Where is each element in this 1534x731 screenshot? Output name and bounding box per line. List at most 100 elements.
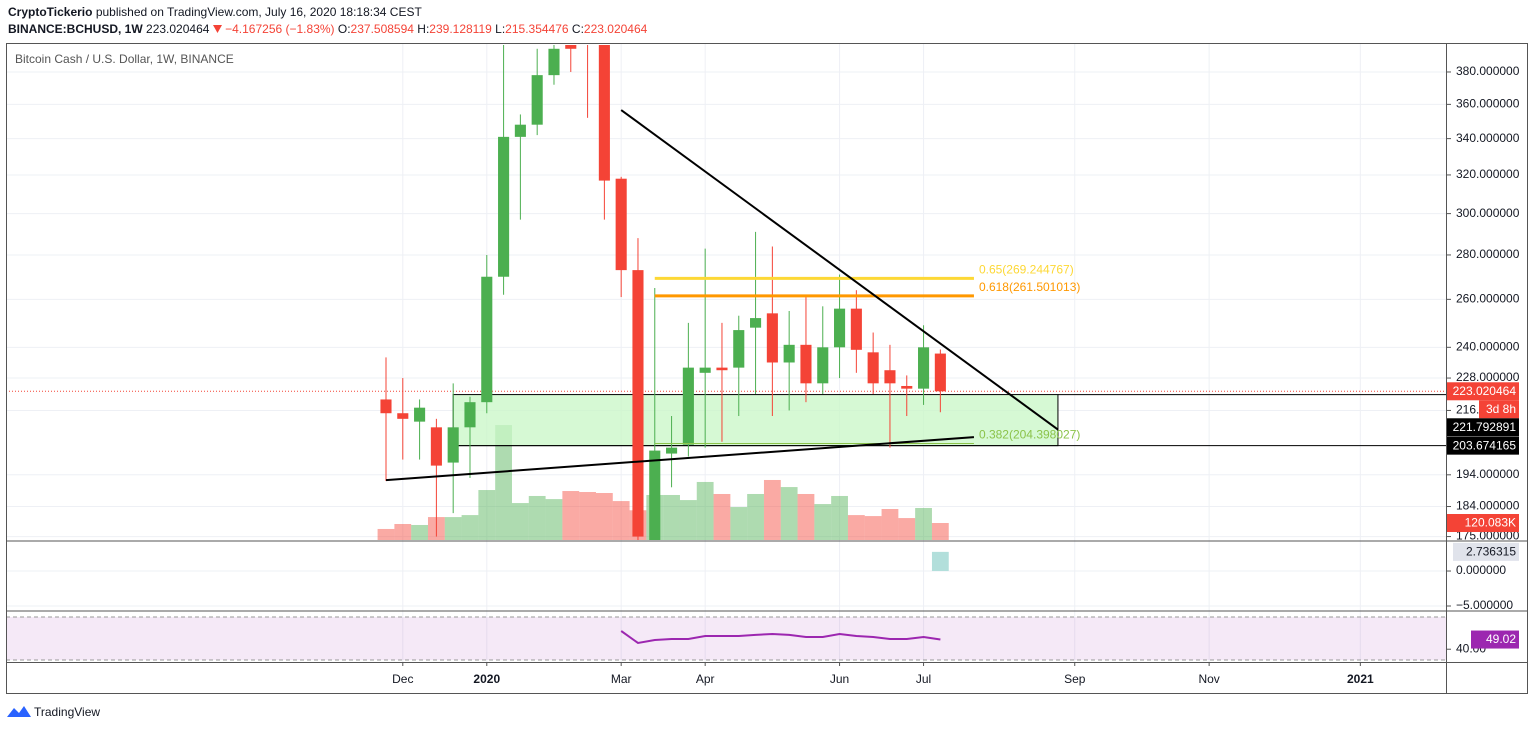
main-pane: 0.65(269.244767) 0.618(261.501013) 0.382(2… — [6, 45, 1446, 540]
candle-body — [514, 124, 526, 137]
zone-price-label: 221.792891 — [1453, 420, 1517, 434]
candle-body — [481, 276, 493, 403]
candle-body — [834, 308, 846, 348]
rsi-line — [620, 630, 941, 645]
volume-bar — [780, 487, 798, 540]
zone-price-label-bg — [1447, 418, 1519, 437]
y-tick-label: 340.000000 — [1456, 131, 1520, 145]
down-arrow — [212, 25, 222, 33]
volume-bar — [579, 492, 596, 540]
trendline — [620, 109, 1059, 431]
candle-body — [867, 352, 879, 384]
volume-bar — [831, 495, 848, 540]
zone-price-label-bg — [1447, 436, 1519, 455]
indicator-value-label-bg — [1453, 542, 1519, 561]
ohlc-value: 237.508594 — [350, 22, 414, 36]
candle-body — [901, 385, 913, 389]
axes: 380.000000 360.000000 340.000000 320.000000… — [392, 64, 1520, 686]
indicator-pane — [931, 551, 949, 572]
candle-body — [598, 45, 610, 181]
x-tick-label: 2020 — [473, 672, 500, 686]
published: published on TradingView.com, July 16, 2… — [95, 5, 422, 19]
frame — [6, 43, 1528, 694]
border — [6, 43, 1528, 694]
candle-body — [783, 344, 795, 363]
indicator-value-label: 2.736315 — [1466, 545, 1516, 559]
volume-bar — [394, 524, 412, 540]
candle-body — [397, 413, 409, 419]
header-line: CryptoTickerio published on TradingView.… — [8, 4, 647, 21]
candle-body — [934, 353, 946, 392]
header-line: BINANCE:BCHUSD, 1W 223.020464 −4.167256 … — [8, 21, 647, 38]
logo — [7, 706, 31, 717]
volume-bar — [511, 503, 529, 540]
volume-bar — [612, 501, 630, 540]
x-tick-label: Dec — [392, 672, 413, 686]
y-tick-label: −5.000000 — [1456, 598, 1513, 612]
fib-label: 0.382(204.398027) — [979, 428, 1080, 442]
volume-bar — [444, 517, 462, 540]
volume-bar — [663, 494, 680, 540]
x-tick-label: Sep — [1064, 672, 1086, 686]
fib-label: 0.618(261.501013) — [979, 280, 1080, 294]
y-tick-label: 194.000000 — [1456, 467, 1520, 481]
chart-title: Bitcoin Cash / U.S. Dollar, 1W, BINANCE — [15, 52, 234, 66]
volume-bar — [898, 518, 916, 540]
last-price-label: 223.020464 — [1453, 384, 1517, 398]
volume-bar — [847, 515, 865, 540]
y-tick-label: 260.000000 — [1456, 292, 1520, 306]
x-tick-label: Jun — [830, 672, 849, 686]
y-tick-label: 184.000000 — [1456, 499, 1520, 513]
x-tick-label: Nov — [1198, 672, 1219, 686]
candle-body — [750, 318, 762, 328]
candle-body — [850, 308, 862, 350]
candle-body — [918, 347, 930, 389]
grid — [6, 44, 1446, 662]
candle-body — [565, 45, 577, 49]
y-tick-label: 0.000000 — [1456, 563, 1506, 577]
volume-bar — [747, 493, 764, 540]
rsi-band — [6, 617, 1446, 660]
x-tick-label: Mar — [611, 672, 632, 686]
y-tick-label: 300.000000 — [1456, 206, 1520, 220]
candle-body — [682, 367, 694, 445]
volume-bar — [495, 425, 512, 540]
candle-body — [666, 447, 678, 454]
volume-bar — [730, 507, 748, 540]
volume-bar — [377, 528, 395, 540]
ohlc-label: O: — [337, 22, 351, 36]
candle-body — [716, 367, 728, 371]
x-tick-label: 2021 — [1347, 672, 1374, 686]
fib-label: 0.65(269.244767) — [979, 263, 1074, 277]
header: CryptoTickerio published on TradingView.… — [8, 4, 647, 38]
candle-body — [733, 330, 745, 368]
countdown-label: 3d 8h — [1486, 402, 1516, 416]
rsi-pane — [6, 616, 1446, 661]
ohlc-value: 239.128119 — [429, 22, 492, 36]
ohlc-value: 215.354476 — [505, 22, 569, 36]
y-tick-label: 280.000000 — [1456, 247, 1520, 261]
change: −4.167256 (−1.83%) — [225, 22, 335, 36]
candle-body — [699, 367, 711, 373]
candle-body — [498, 136, 510, 277]
countdown-label-bg — [1479, 400, 1519, 419]
candle-body — [430, 427, 442, 466]
ohlc-label: L: — [495, 22, 506, 36]
candle-body — [800, 344, 812, 384]
volume-bar — [881, 509, 899, 540]
volume-bar — [797, 493, 815, 540]
candle-body — [531, 75, 543, 125]
candle-body — [464, 402, 476, 428]
last-price-label-bg — [1447, 382, 1519, 401]
candle-body — [615, 178, 627, 271]
rsi-value-label: 49.02 — [1486, 632, 1516, 646]
y-tick-label: 380.000000 — [1456, 64, 1520, 78]
y-tick-label: 360.000000 — [1456, 97, 1520, 111]
candle-body — [632, 270, 644, 537]
candle-body — [548, 48, 560, 76]
candle-body — [766, 313, 778, 363]
volume-bar — [411, 524, 428, 540]
y-tick-label: 240.000000 — [1456, 339, 1520, 353]
candle-body — [817, 347, 829, 384]
